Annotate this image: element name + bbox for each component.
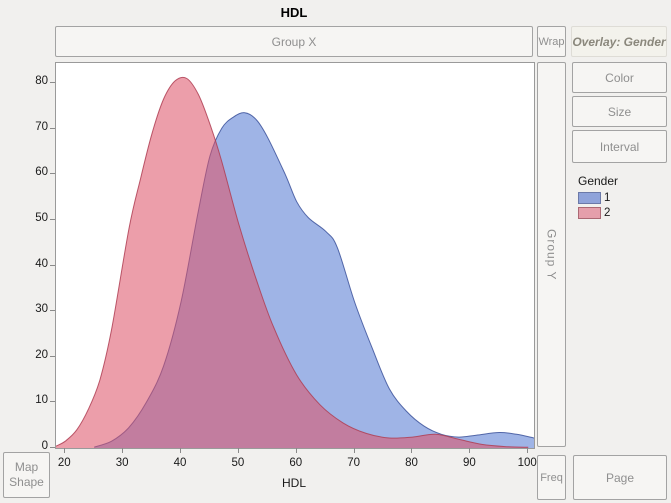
y-tick-label: 70: [35, 120, 48, 133]
drop-zone-color[interactable]: Color: [572, 62, 667, 93]
drop-zone-size[interactable]: Size: [572, 96, 667, 127]
drop-zone-freq[interactable]: Freq: [537, 455, 566, 500]
x-tick-mark: [64, 448, 66, 453]
legend-swatch-2[interactable]: [578, 207, 601, 219]
legend-item-2[interactable]: 2: [578, 207, 618, 219]
y-tick-label: 10: [35, 394, 48, 407]
x-tick-label: 50: [231, 457, 245, 469]
y-tick-mark: [50, 127, 55, 129]
density-chart[interactable]: [56, 63, 534, 448]
plot-area[interactable]: [55, 62, 535, 449]
drop-zone-freq-label: Freq: [540, 471, 563, 484]
y-tick-label: 30: [35, 303, 48, 316]
y-tick-mark: [50, 447, 55, 448]
x-tick-mark: [179, 448, 181, 453]
drop-zone-overlay[interactable]: Overlay: Gender: [571, 26, 667, 57]
y-tick-mark: [50, 355, 55, 357]
x-axis-title: HDL: [281, 476, 306, 490]
drop-zone-interval[interactable]: Interval: [572, 130, 667, 163]
drop-zone-page-label: Page: [605, 470, 635, 485]
drop-zone-map-shape-label-2: Shape: [9, 475, 44, 489]
drop-zone-interval-label: Interval: [599, 139, 640, 154]
x-tick-mark: [353, 448, 355, 453]
x-tick-label: 80: [405, 457, 418, 469]
density-area-gender-2[interactable]: [56, 77, 529, 448]
y-tick-label: 20: [35, 348, 48, 361]
drop-zone-group-y[interactable]: Group Y: [537, 62, 566, 447]
x-tick-label: 60: [289, 457, 303, 469]
drop-zone-map-shape[interactable]: Map Shape: [3, 452, 50, 498]
y-tick-mark: [50, 401, 55, 403]
drop-zone-color-label: Color: [605, 70, 634, 85]
y-tick-mark: [50, 173, 55, 175]
drop-zone-group-x-label: Group X: [271, 34, 317, 49]
drop-zone-overlay-label: Overlay: Gender: [572, 34, 666, 49]
y-tick-label: 60: [35, 166, 48, 179]
legend-title: Gender: [578, 174, 619, 188]
x-tick-label: 30: [115, 457, 129, 469]
y-tick-label: 50: [35, 211, 48, 224]
x-tick-mark: [411, 448, 413, 453]
legend-label: 1: [604, 192, 611, 204]
y-tick-mark: [50, 82, 55, 84]
y-tick-mark: [50, 310, 55, 312]
drop-zone-wrap-label: Wrap: [538, 35, 565, 48]
x-tick-mark: [237, 448, 239, 453]
x-tick-mark: [122, 448, 124, 453]
y-tick-label: 80: [35, 75, 48, 88]
x-tick-mark: [527, 448, 529, 453]
legend-label: 2: [604, 207, 611, 219]
drop-zone-map-shape-label-1: Map: [14, 460, 39, 474]
y-tick-mark: [50, 218, 55, 220]
drop-zone-page[interactable]: Page: [573, 455, 667, 500]
y-tick-label: 40: [35, 257, 48, 270]
drop-zone-wrap[interactable]: Wrap: [537, 26, 566, 57]
drop-zone-group-y-label: Group Y: [544, 228, 559, 281]
legend-swatch-1[interactable]: [578, 192, 601, 204]
x-tick-label: 100: [517, 457, 537, 469]
legend-item-1[interactable]: 1: [578, 192, 618, 204]
x-tick-label: 40: [173, 457, 187, 469]
x-tick-mark: [469, 448, 471, 453]
density-outline-gender-2: [56, 76, 529, 448]
x-tick-label: 20: [57, 457, 71, 469]
x-tick-mark: [295, 448, 297, 453]
drop-zone-size-label: Size: [607, 104, 632, 119]
graph-title: HDL: [280, 5, 308, 20]
y-tick-label: 0: [41, 440, 48, 452]
drop-zone-group-x[interactable]: Group X: [55, 26, 533, 57]
x-tick-label: 70: [347, 457, 360, 469]
x-tick-label: 90: [462, 457, 476, 469]
y-tick-mark: [50, 264, 55, 266]
